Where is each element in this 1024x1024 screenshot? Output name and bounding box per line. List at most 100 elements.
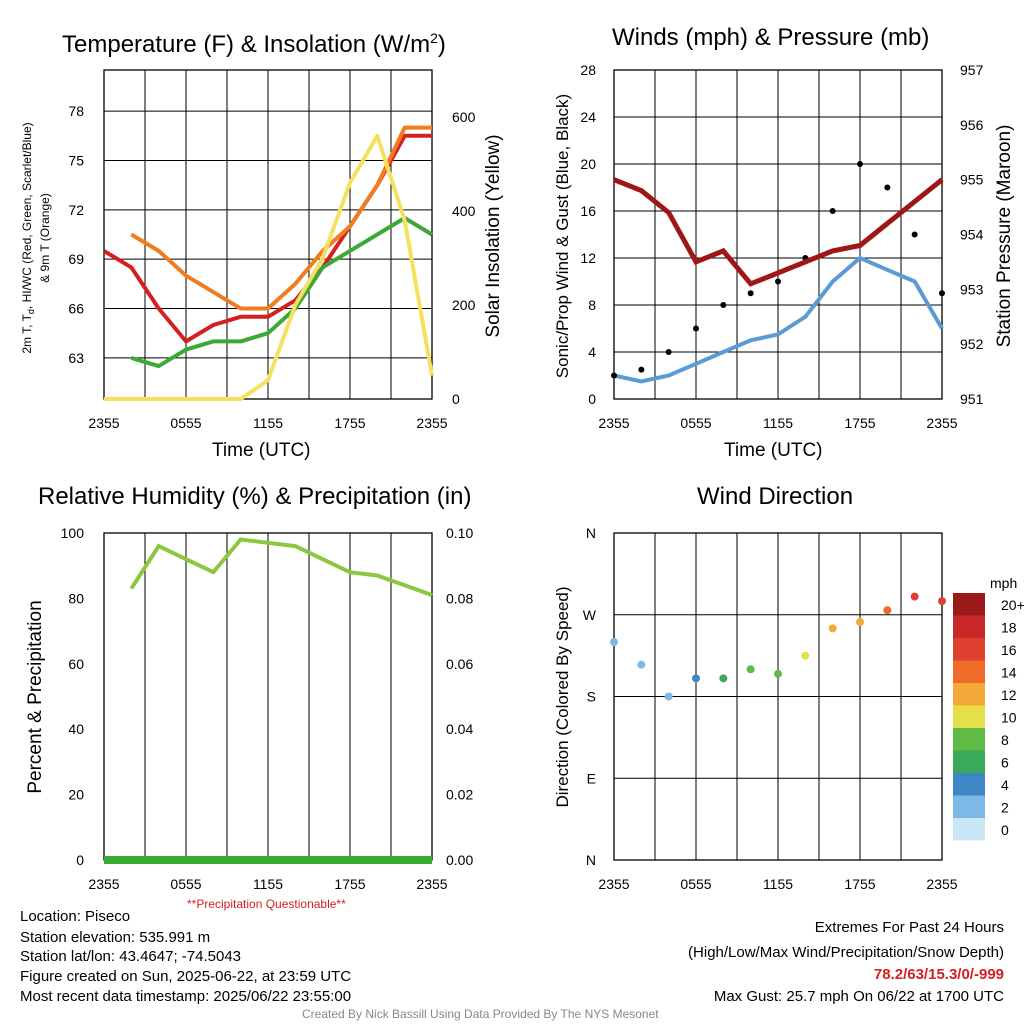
rh-title: Relative Humidity (%) & Precipitation (i… [38, 483, 472, 510]
temp-series-yellow [104, 133, 434, 401]
legend-label: 2 [1001, 800, 1009, 816]
temp-ytick-right-label: 600 [452, 109, 476, 125]
temp-xtick-label: 2355 [416, 415, 447, 431]
temp-ytick-label: 66 [68, 301, 84, 317]
legend-swatch [953, 683, 985, 706]
gust-point [693, 325, 699, 332]
direction-point [801, 651, 810, 660]
dir-ytick-label: W [583, 607, 597, 623]
legend-swatch [953, 593, 985, 616]
wind-ytick-right-label: 954 [960, 227, 984, 243]
direction-point [910, 592, 919, 601]
rh-ytick-label: 60 [68, 656, 84, 672]
rh-ytick-label: 40 [68, 721, 84, 737]
wind-xtick-label: 2355 [926, 415, 957, 431]
temp-title-end: ) [437, 31, 446, 58]
precip-note: **Precipitation Questionable** [187, 897, 346, 911]
wind-xtick-label: 0555 [680, 415, 711, 431]
legend-label: 0 [1001, 822, 1009, 838]
temp-series-green [130, 216, 434, 369]
dir-xtick-label: 0555 [680, 876, 711, 892]
direction-point [664, 692, 673, 701]
temp-ylabel-part2: , HI/WC (Red, Green, Scarlet/Blue) [19, 122, 34, 310]
gust-point [939, 290, 945, 297]
direction-point [774, 669, 782, 678]
legend-label: 4 [1001, 777, 1009, 793]
dir-xtick-label: 1755 [844, 876, 875, 892]
legend-label: 6 [1001, 755, 1009, 771]
dir-title: Wind Direction [697, 483, 854, 510]
legend-label: 20+ [1001, 597, 1024, 613]
temp-ylabel-right: Solar Insolation (Yellow) [483, 134, 504, 338]
rh-xtick-label: 0555 [170, 876, 201, 892]
wind-ytick-label: 12 [580, 250, 596, 266]
legend-unit: mph [990, 575, 1018, 591]
rh-ytick-label: 0 [76, 852, 84, 868]
rh-ytick-right-label: 0.10 [446, 525, 473, 541]
rh-ytick-right-label: 0.02 [446, 787, 473, 803]
direction-point [719, 674, 728, 683]
direction-point [828, 624, 837, 633]
direction-point [610, 638, 618, 646]
direction-point [637, 660, 646, 669]
wind-speed-line [613, 255, 944, 384]
temp-ylabel-part1: 2m T, T [19, 314, 34, 354]
wind-ytick-right-label: 953 [960, 281, 984, 297]
gust-point [829, 208, 836, 214]
legend-swatch [953, 660, 985, 683]
legend-swatch [953, 638, 985, 661]
temp-ytick-right-label: 0 [452, 391, 460, 407]
legend-swatch [953, 773, 985, 796]
temp-ylabel-part3: & 9m T (Orange) [38, 193, 53, 283]
wind-ylabel-left: Sonic/Prop Wind & Gust (Blue, Black) [553, 93, 572, 379]
temp-ytick-label: 69 [68, 251, 84, 267]
temp-xtick-label: 1755 [334, 415, 365, 431]
dir-xtick-label: 2355 [598, 876, 629, 892]
wind-xtick-label: 2355 [598, 415, 629, 431]
dir-ytick-label: N [586, 852, 596, 868]
legend-swatch [953, 750, 985, 773]
temp-xlabel: Time (UTC) [212, 440, 311, 461]
pressure-line [613, 177, 944, 287]
dir-ylabel-left: Direction (Colored By Speed) [553, 586, 572, 808]
gust-point [884, 184, 891, 191]
legend-label: 16 [1001, 642, 1017, 658]
gust-point [611, 372, 617, 379]
dir-xtick-label: 1155 [763, 876, 793, 892]
info-elevation: Station elevation: 535.991 m [20, 929, 211, 946]
rh-ytick-right-label: 0.06 [446, 656, 473, 672]
info-latlon: Station lat/lon: 43.4647; -74.5043 [20, 948, 242, 965]
wind-ytick-right-label: 957 [960, 62, 984, 78]
rh-ytick-label: 80 [68, 590, 84, 606]
temp-ytick-label: 72 [68, 202, 84, 218]
wind-ytick-right-label: 952 [960, 336, 984, 352]
wind-ytick-label: 20 [580, 156, 596, 172]
wind-ytick-label: 0 [588, 391, 596, 407]
wind-ytick-right-label: 956 [960, 117, 984, 133]
dir-ytick-label: E [587, 770, 596, 786]
extremes-gust: Max Gust: 25.7 mph On 06/22 at 1700 UTC [713, 988, 1004, 1005]
credit-line: Created By Nick Bassill Using Data Provi… [302, 1007, 659, 1021]
rh-ylabel-left: Percent & Precipitation [25, 600, 46, 794]
temp-ylabel-sub: d [26, 309, 37, 315]
wind-ytick-label: 4 [588, 344, 596, 360]
legend-swatch [953, 615, 985, 638]
wind-ytick-right-label: 955 [960, 172, 984, 188]
temp-ytick-right-label: 400 [452, 203, 476, 219]
dir-ytick-label: S [587, 689, 596, 705]
temp-title: Temperature (F) & Insolation (W/m2) [62, 30, 446, 59]
dir-xtick-label: 2355 [926, 876, 957, 892]
gust-point [775, 278, 781, 285]
legend-swatch [953, 818, 985, 841]
direction-point [883, 606, 892, 615]
wind-title: Winds (mph) & Pressure (mb) [612, 24, 930, 51]
temp-ytick-right-label: 200 [452, 297, 476, 313]
wind-ytick-label: 16 [580, 203, 596, 219]
legend-label: 18 [1001, 620, 1017, 636]
rh-ytick-label: 20 [68, 787, 84, 803]
direction-point [938, 597, 946, 606]
rh-ytick-right-label: 0.08 [446, 590, 473, 606]
gust-point [665, 349, 672, 355]
wind-ytick-right-label: 951 [960, 391, 984, 407]
direction-point [692, 674, 700, 683]
